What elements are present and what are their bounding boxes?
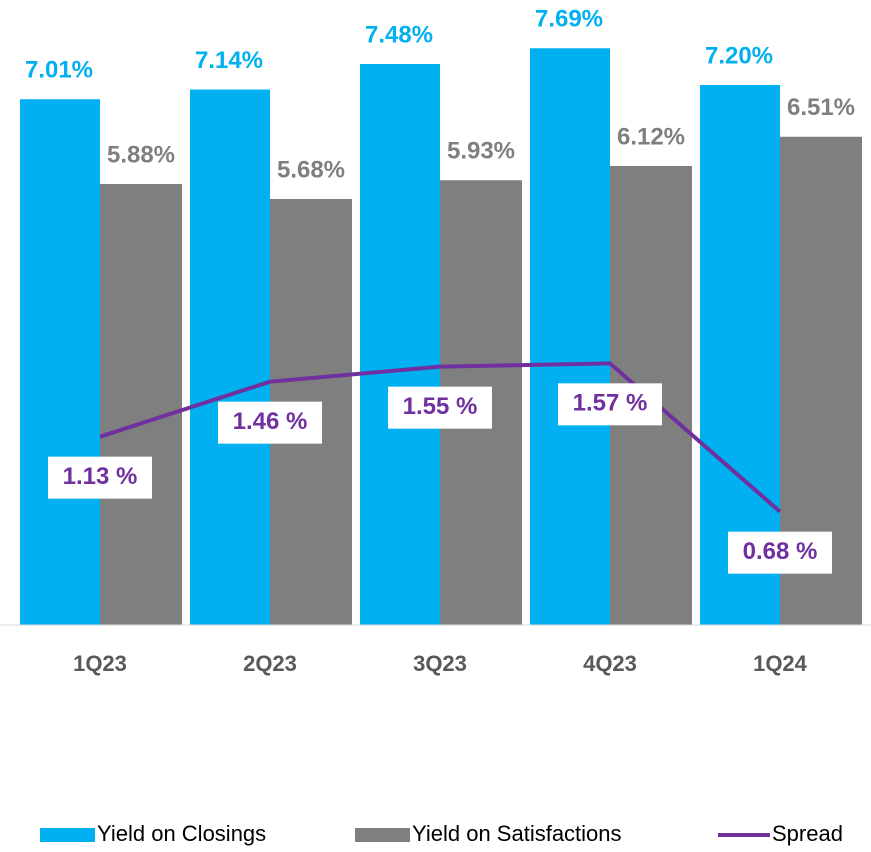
line xyxy=(99,361,782,514)
legend-swatch xyxy=(355,828,410,842)
bar xyxy=(530,48,610,625)
legend-label: Yield on Closings xyxy=(97,821,266,846)
label-box xyxy=(48,456,152,499)
data-label: 5.88% xyxy=(107,141,175,168)
data-label: 5.68% xyxy=(277,156,345,183)
x-tick-label: 2Q23 xyxy=(243,651,297,676)
label-box xyxy=(388,386,492,429)
data-label: 0.68 % xyxy=(743,538,818,565)
data-label: 1.13 % xyxy=(63,463,138,490)
x-tick-label: 3Q23 xyxy=(413,651,467,676)
label-box xyxy=(218,401,322,444)
bar xyxy=(100,184,182,625)
bar xyxy=(190,89,270,625)
data-label: 7.01% xyxy=(25,57,93,84)
data-label: 1.55 % xyxy=(403,393,478,420)
bar xyxy=(360,64,440,625)
legend-label: Spread xyxy=(772,821,843,846)
x-tick-label: 1Q23 xyxy=(73,651,127,676)
data-label: 7.48% xyxy=(365,21,433,48)
data-label: 5.93% xyxy=(447,138,515,165)
data-label: 1.57 % xyxy=(573,390,648,417)
data-label: 7.69% xyxy=(535,6,603,33)
label-box xyxy=(558,383,662,426)
legend-label: Yield on Satisfactions xyxy=(412,821,622,846)
label-box xyxy=(728,531,832,574)
data-label: 6.12% xyxy=(617,123,685,150)
data-label: 6.51% xyxy=(787,94,855,121)
data-label: 7.20% xyxy=(705,42,773,69)
x-tick-label: 4Q23 xyxy=(583,651,637,676)
legend-swatch xyxy=(40,828,95,842)
bar xyxy=(20,99,100,625)
data-label: 1.46 % xyxy=(233,408,308,435)
x-tick-label: 1Q24 xyxy=(753,651,808,676)
data-label: 7.14% xyxy=(195,47,263,74)
